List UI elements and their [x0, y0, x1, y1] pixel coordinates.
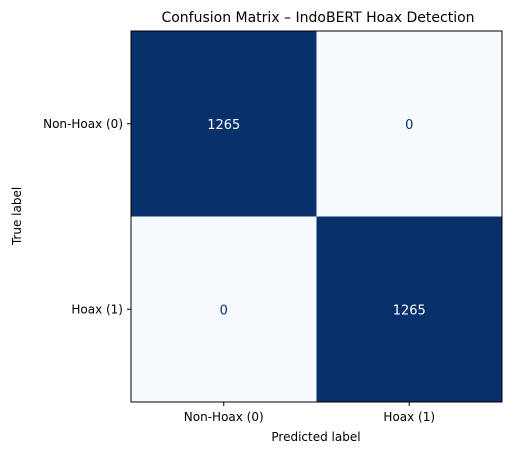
- y-axis-ticks: Non-Hoax (0) Hoax (1): [43, 117, 131, 316]
- matrix-cell-value-r0-c1: 0: [405, 118, 413, 133]
- y-tick-label: Non-Hoax (0): [43, 117, 123, 131]
- matrix-cell-r0-c0: [131, 31, 317, 217]
- matrix-cell-value-r0-c0: 1265: [207, 118, 240, 133]
- matrix-cell-r1-c1: [316, 216, 502, 402]
- matrix-cell-value-r1-c0: 0: [220, 303, 228, 318]
- x-axis-ticks: Non-Hoax (0) Hoax (1): [184, 402, 435, 424]
- y-tick-label: Hoax (1): [71, 302, 123, 316]
- matrix-cells: [131, 31, 502, 402]
- matrix-cell-r0-c1: [316, 31, 502, 217]
- matrix-cell-r1-c0: [131, 216, 317, 402]
- x-tick-label: Non-Hoax (0): [184, 410, 264, 424]
- chart-title: Confusion Matrix – IndoBERT Hoax Detecti…: [161, 10, 474, 26]
- x-tick-label: Hoax (1): [383, 410, 435, 424]
- matrix-cell-value-r1-c1: 1265: [393, 303, 426, 318]
- plot-frame: [130, 30, 503, 403]
- y-axis-label: True label: [10, 187, 24, 246]
- matrix-cell-labels: 1265 0 0 1265: [207, 118, 426, 319]
- x-axis-label: Predicted label: [271, 430, 360, 444]
